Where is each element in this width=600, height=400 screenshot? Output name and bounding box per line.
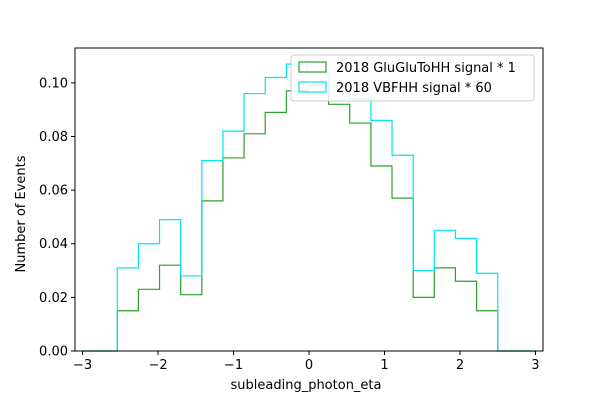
x-tick-label: 3 bbox=[531, 358, 539, 373]
legend: 2018 GluGluToHH signal * 1 2018 VBFHH sig… bbox=[290, 54, 535, 102]
x-tick-label: −2 bbox=[148, 358, 167, 373]
y-axis-label: Number of Events bbox=[14, 155, 29, 272]
x-tick-label: 2 bbox=[456, 358, 464, 373]
y-tick-label: 0.06 bbox=[39, 184, 68, 199]
legend-label-1: 2018 GluGluToHH signal * 1 bbox=[336, 61, 516, 76]
x-tick-label: 0 bbox=[305, 358, 313, 373]
y-tick-label: 0.04 bbox=[39, 237, 68, 252]
x-tick-label: −3 bbox=[73, 358, 92, 373]
y-tick-label: 0.02 bbox=[39, 291, 68, 306]
x-axis-label: subleading_photon_eta bbox=[231, 378, 382, 393]
axes-layer: −3 −2 −1 0 1 2 3 0.00 0.02 0.04 0.06 0.08 0.10 bbox=[39, 47, 544, 373]
x-tick-label: −1 bbox=[224, 358, 243, 373]
y-tick-label: 0.00 bbox=[39, 345, 68, 360]
legend-swatch-2 bbox=[298, 81, 327, 93]
y-tick-label: 0.08 bbox=[39, 130, 68, 145]
legend-label-2: 2018 VBFHH signal * 60 bbox=[336, 81, 492, 96]
legend-box bbox=[290, 54, 535, 102]
x-tick-label: 1 bbox=[380, 358, 388, 373]
y-tick-label: 0.10 bbox=[39, 76, 68, 91]
legend-swatch-1 bbox=[298, 61, 327, 73]
